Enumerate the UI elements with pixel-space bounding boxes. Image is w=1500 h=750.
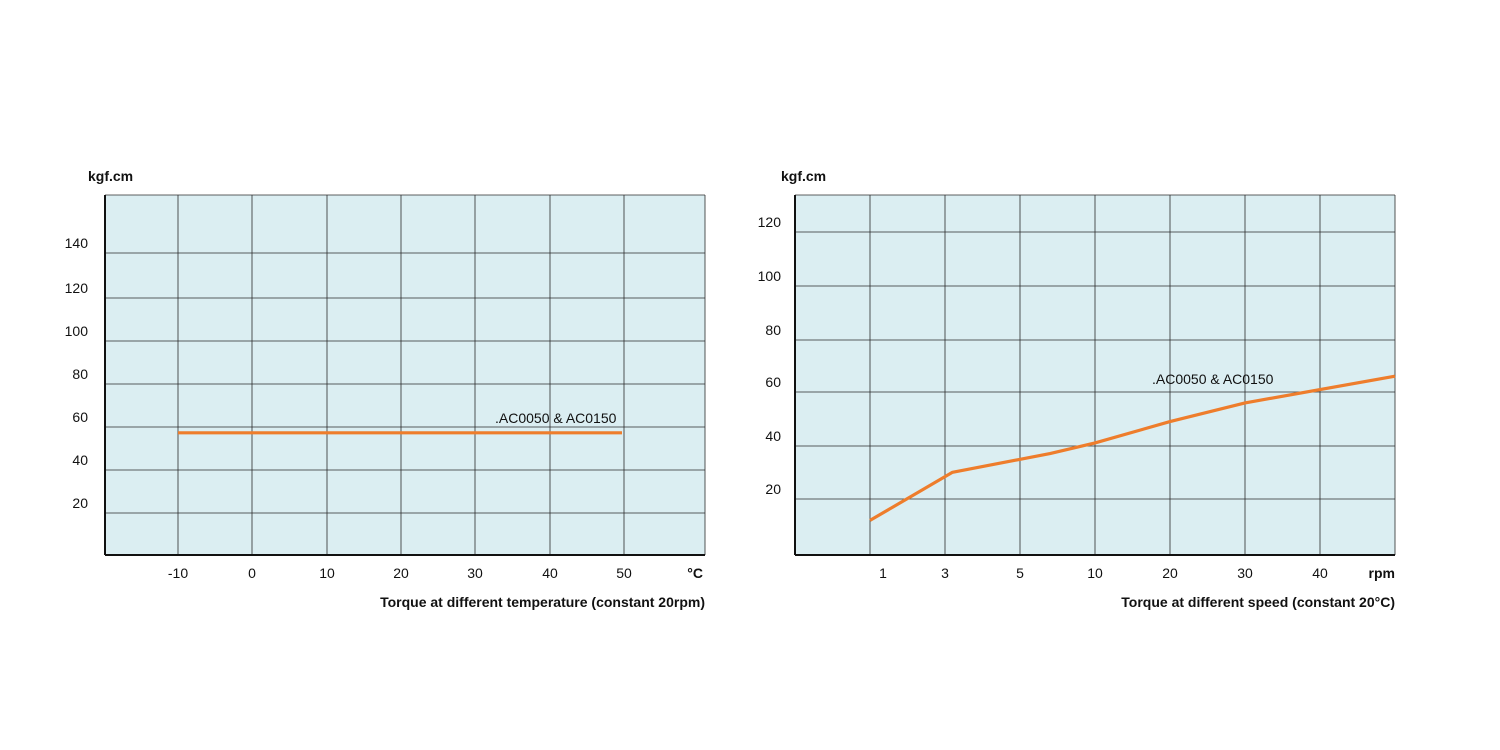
y-unit-label: kgf.cm <box>88 168 133 184</box>
x-tick-label: -10 <box>168 565 188 581</box>
plot-area <box>105 195 705 555</box>
speed-torque-chart: 20 40 60 80 100 120 1 3 5 10 20 30 40 kgf.cm rpm Tor… <box>758 168 1396 610</box>
temperature-torque-chart: 20 40 60 80 100 120 140 -10 0 10 20 30 40 50 kgf.cm °… <box>65 168 706 610</box>
y-tick-label: 80 <box>765 322 781 338</box>
x-tick-label: 10 <box>319 565 335 581</box>
x-tick-label: 30 <box>1237 565 1253 581</box>
y-tick-label: 100 <box>758 268 782 284</box>
x-tick-label: 0 <box>248 565 256 581</box>
tick-labels: 20 40 60 80 100 120 1 3 5 10 20 30 40 <box>758 214 1328 581</box>
series-label: .AC0050 & AC0150 <box>1152 371 1274 387</box>
x-tick-label: 3 <box>941 565 949 581</box>
y-tick-label: 100 <box>65 323 89 339</box>
series-line <box>869 374 1396 522</box>
y-tick-label: 140 <box>65 235 89 251</box>
x-unit-label: rpm <box>1369 565 1395 581</box>
chart-caption: Torque at different speed (constant 20°C… <box>1121 594 1395 610</box>
x-tick-label: 20 <box>393 565 409 581</box>
y-tick-label: 20 <box>72 495 88 511</box>
y-tick-label: 80 <box>72 366 88 382</box>
x-unit-label: °C <box>687 565 703 581</box>
y-tick-label: 120 <box>758 214 782 230</box>
x-tick-label: 50 <box>616 565 632 581</box>
x-tick-label: 5 <box>1016 565 1024 581</box>
x-tick-label: 20 <box>1162 565 1178 581</box>
x-tick-label: 40 <box>542 565 558 581</box>
grid-lines <box>795 194 1396 555</box>
y-tick-label: 40 <box>72 452 88 468</box>
x-tick-label: 10 <box>1087 565 1103 581</box>
y-unit-label: kgf.cm <box>781 168 826 184</box>
y-tick-label: 120 <box>65 280 89 296</box>
y-tick-label: 40 <box>765 428 781 444</box>
x-tick-label: 1 <box>879 565 887 581</box>
series-label: .AC0050 & AC0150 <box>495 410 617 426</box>
y-tick-label: 60 <box>72 409 88 425</box>
x-tick-label: 30 <box>467 565 483 581</box>
y-tick-label: 20 <box>765 481 781 497</box>
y-tick-label: 60 <box>765 374 781 390</box>
x-tick-label: 40 <box>1312 565 1328 581</box>
series-lines <box>869 374 1396 522</box>
tick-labels: 20 40 60 80 100 120 140 -10 0 10 20 30 40 50 <box>65 235 632 581</box>
grid-lines <box>105 194 706 555</box>
chart-caption: Torque at different temperature (constan… <box>380 594 705 610</box>
